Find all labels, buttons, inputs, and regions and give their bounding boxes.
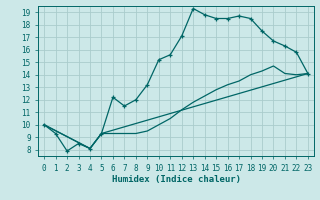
X-axis label: Humidex (Indice chaleur): Humidex (Indice chaleur)	[111, 175, 241, 184]
